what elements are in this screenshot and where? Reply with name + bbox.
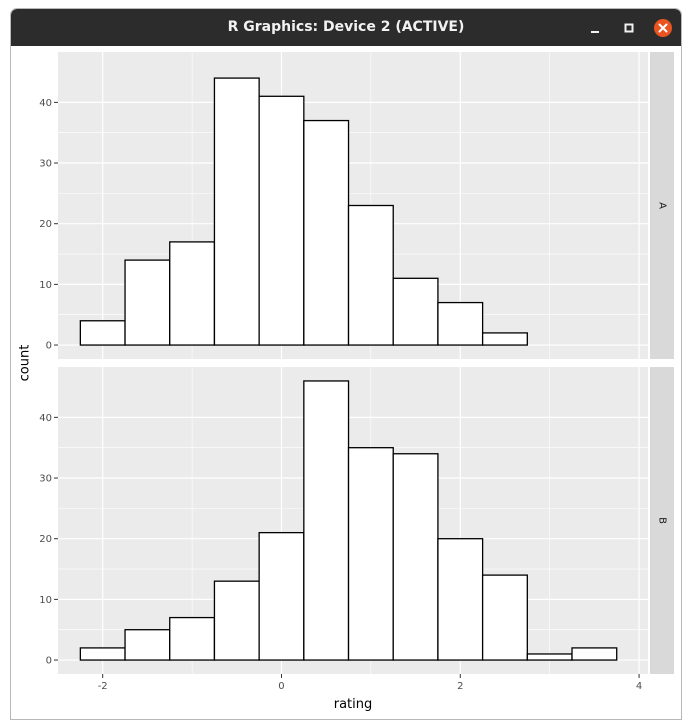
histogram-bar bbox=[213, 580, 260, 661]
y-tick-label: 20 bbox=[39, 219, 52, 230]
histogram-bar bbox=[526, 653, 573, 661]
histogram-bar bbox=[124, 629, 171, 661]
y-tick-label: 40 bbox=[39, 98, 52, 109]
histogram-bar bbox=[124, 259, 171, 346]
histogram-bar bbox=[303, 119, 350, 346]
y-tick-label: 30 bbox=[39, 474, 52, 485]
r-graphics-window: R Graphics: Device 2 (ACTIVE) 0 10 20 30 40 A… bbox=[10, 8, 682, 720]
y-tick-label: 20 bbox=[39, 534, 52, 545]
histogram-bar bbox=[437, 301, 484, 346]
plot-area: 0 10 20 30 40 A 0 10 20 30 40 B -2 0 2 4 rating count bbox=[18, 52, 674, 712]
histogram-bar bbox=[571, 647, 618, 661]
facet-strip-label: A bbox=[657, 202, 668, 209]
histogram-bar bbox=[481, 332, 528, 346]
x-tick-label: -2 bbox=[98, 681, 108, 692]
histogram-bar bbox=[437, 538, 484, 661]
histogram-bar bbox=[347, 447, 394, 661]
histogram-bar bbox=[303, 380, 350, 661]
histogram-bar bbox=[392, 453, 439, 661]
histogram-bar bbox=[169, 241, 216, 346]
facet-strip-label: B bbox=[657, 517, 668, 524]
y-tick-label: 0 bbox=[46, 341, 52, 352]
y-tick-label: 10 bbox=[39, 595, 52, 606]
facet-strip bbox=[650, 367, 674, 674]
close-icon bbox=[654, 19, 672, 37]
close-button[interactable] bbox=[653, 18, 673, 38]
title-bar[interactable]: R Graphics: Device 2 (ACTIVE) bbox=[11, 9, 681, 46]
maximize-button[interactable] bbox=[619, 18, 639, 38]
histogram-bar bbox=[392, 277, 439, 346]
x-tick-label: 4 bbox=[636, 681, 642, 692]
x-tick-label: 0 bbox=[278, 681, 284, 692]
y-tick-label: 0 bbox=[46, 656, 52, 667]
histogram-bar bbox=[169, 616, 216, 661]
histogram-bar bbox=[213, 77, 260, 346]
histogram-bar bbox=[347, 204, 394, 346]
y-tick-label: 30 bbox=[39, 159, 52, 170]
y-tick-label: 40 bbox=[39, 413, 52, 424]
minimize-icon bbox=[591, 31, 599, 33]
histogram-bar bbox=[258, 95, 305, 346]
histogram-bar bbox=[258, 531, 305, 661]
facet-strip bbox=[650, 52, 674, 359]
minimize-button[interactable] bbox=[585, 18, 605, 38]
maximize-icon bbox=[624, 23, 634, 33]
histogram-bar bbox=[79, 320, 126, 346]
x-axis-title: rating bbox=[334, 697, 373, 712]
window-title: R Graphics: Device 2 (ACTIVE) bbox=[227, 19, 465, 35]
y-axis-title: count bbox=[18, 345, 33, 382]
y-tick-label: 10 bbox=[39, 280, 52, 291]
x-tick-label: 2 bbox=[457, 681, 463, 692]
histogram-bar bbox=[481, 574, 528, 661]
histogram-bar bbox=[79, 647, 126, 661]
